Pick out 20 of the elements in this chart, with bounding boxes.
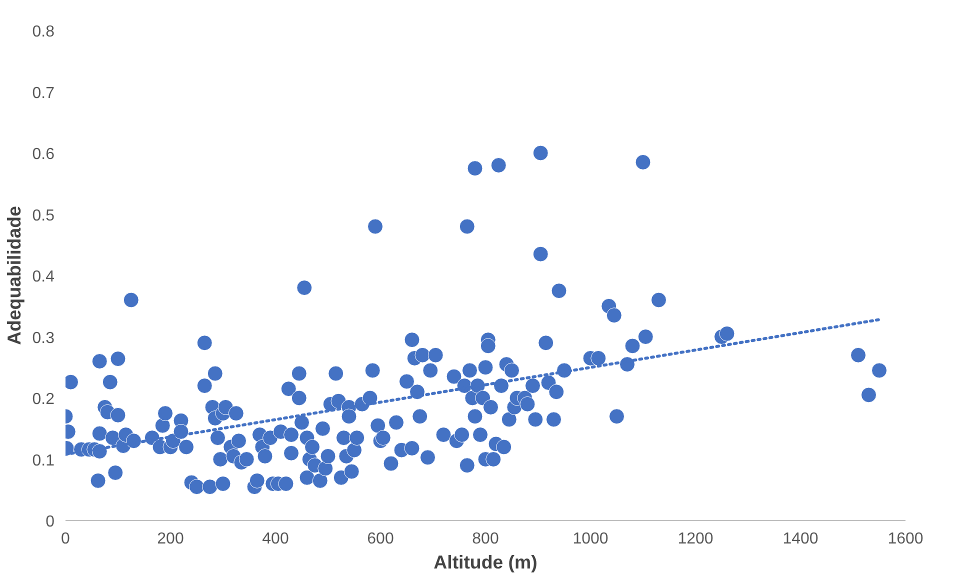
x-tick-label: 800 [472,530,499,548]
y-tick-label: 0.2 [32,391,55,408]
y-tick-label: 0.1 [32,452,55,470]
y-tick-label: 0.4 [32,268,55,286]
y-tick-label: 0 [46,514,55,530]
y-tick-label: 0.6 [32,146,55,163]
y-axis-title: Adequabilidade [3,206,24,345]
y-tick-label: 0.7 [32,84,55,102]
y-tick-label: 0.5 [32,207,55,224]
x-tick-label: 400 [262,530,289,548]
x-tick-label: 600 [367,530,394,548]
x-axis-title: Altitude (m) [434,552,538,572]
x-tick-label: 200 [157,530,184,548]
x-tick-label: 0 [61,530,70,548]
y-tick-label: 0.8 [32,24,55,40]
x-tick-label: 1600 [888,530,924,548]
x-tick-label: 1400 [782,530,818,548]
x-tick-label: 1200 [678,530,714,548]
x-tick-label: 1000 [572,530,608,548]
y-tick-label: 0.3 [32,330,55,347]
